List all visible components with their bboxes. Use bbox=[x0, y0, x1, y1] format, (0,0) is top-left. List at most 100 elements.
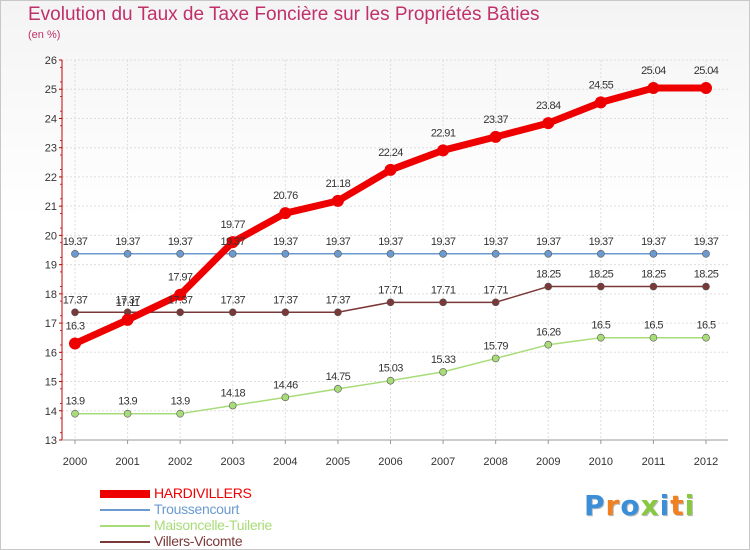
data-label-hardivillers: 22.24 bbox=[378, 147, 403, 159]
x-tick-label: 2009 bbox=[536, 456, 560, 468]
data-point-villers-vicomte bbox=[649, 282, 658, 291]
y-tick-label: 16 bbox=[45, 347, 57, 359]
data-point-troussencourt bbox=[123, 250, 132, 258]
data-point-troussencourt bbox=[491, 250, 500, 258]
data-label-troussencourt: 19.37 bbox=[694, 236, 719, 248]
data-label-hardivillers: 23.84 bbox=[536, 100, 561, 112]
x-tick-label: 2006 bbox=[378, 456, 402, 468]
data-point-villers-vicomte bbox=[544, 282, 553, 291]
data-label-hardivillers: 16.3 bbox=[65, 321, 84, 333]
data-label-villers-vicomte: 18.25 bbox=[641, 269, 666, 281]
data-label-maisoncelle-tuilerie: 16.5 bbox=[696, 320, 715, 332]
grid bbox=[62, 59, 728, 441]
data-point-villers-vicomte bbox=[702, 282, 710, 291]
chart-title: Evolution du Taux de Taxe Foncière sur l… bbox=[28, 4, 540, 25]
x-tick-label: 2004 bbox=[273, 456, 297, 468]
data-point-villers-vicomte bbox=[281, 308, 290, 317]
data-point-hardivillers bbox=[437, 144, 450, 157]
data-label-villers-vicomte: 17.37 bbox=[220, 294, 245, 306]
y-tick-label: 24 bbox=[45, 113, 57, 125]
data-label-hardivillers: 23.37 bbox=[483, 114, 508, 126]
data-point-maisoncelle-tuilerie bbox=[281, 393, 290, 402]
data-label-maisoncelle-tuilerie: 16.5 bbox=[644, 320, 663, 332]
data-labels: 16.3 17.11 17.97 19.77 20.76 21.18 22.24 22.91 2… bbox=[63, 65, 720, 408]
series bbox=[69, 82, 712, 418]
data-label-troussencourt: 19.37 bbox=[483, 236, 508, 248]
x-tick-label: 2007 bbox=[431, 456, 455, 468]
data-label-villers-vicomte: 18.25 bbox=[589, 269, 614, 281]
data-label-hardivillers: 24.55 bbox=[589, 79, 614, 91]
data-point-hardivillers bbox=[647, 82, 660, 95]
x-tick-label: 2000 bbox=[63, 456, 87, 468]
data-label-hardivillers: 25.04 bbox=[641, 65, 666, 77]
data-point-troussencourt bbox=[228, 250, 237, 258]
data-point-hardivillers bbox=[279, 207, 292, 220]
data-label-villers-vicomte: 17.71 bbox=[378, 284, 403, 296]
legend-label: Maisoncelle-Tuilerie bbox=[154, 517, 272, 533]
data-label-maisoncelle-tuilerie: 15.03 bbox=[378, 363, 403, 375]
data-label-hardivillers: 22.91 bbox=[431, 127, 456, 139]
data-label-villers-vicomte: 17.37 bbox=[168, 294, 193, 306]
data-point-troussencourt bbox=[439, 250, 447, 258]
data-label-troussencourt: 19.37 bbox=[431, 236, 456, 248]
data-point-maisoncelle-tuilerie bbox=[491, 354, 500, 363]
data-point-troussencourt bbox=[281, 250, 290, 258]
y-tick-label: 14 bbox=[45, 406, 57, 418]
data-point-hardivillers bbox=[384, 163, 397, 176]
x-tick-label: 2001 bbox=[115, 456, 139, 468]
data-point-hardivillers bbox=[121, 313, 134, 326]
data-label-troussencourt: 19.37 bbox=[115, 236, 140, 248]
data-point-hardivillers bbox=[489, 130, 502, 143]
data-label-maisoncelle-tuilerie: 14.75 bbox=[326, 371, 351, 383]
data-point-hardivillers bbox=[331, 194, 344, 207]
data-label-maisoncelle-tuilerie: 15.79 bbox=[483, 340, 508, 352]
data-label-troussencourt: 19.37 bbox=[641, 236, 666, 248]
y-tick-label: 13 bbox=[45, 435, 57, 447]
data-point-maisoncelle-tuilerie bbox=[334, 385, 342, 393]
data-point-maisoncelle-tuilerie bbox=[176, 409, 184, 418]
data-point-troussencourt bbox=[544, 250, 553, 258]
data-label-hardivillers: 19.77 bbox=[220, 219, 245, 231]
data-point-villers-vicomte bbox=[176, 308, 184, 317]
data-label-maisoncelle-tuilerie: 15.33 bbox=[431, 354, 456, 366]
y-tick-label: 20 bbox=[45, 230, 57, 242]
data-point-hardivillers bbox=[542, 117, 555, 130]
legend-swatch bbox=[100, 490, 150, 498]
x-tick-label: 2011 bbox=[642, 456, 666, 468]
data-label-villers-vicomte: 17.37 bbox=[63, 294, 88, 306]
x-tick-label: 2005 bbox=[326, 456, 350, 468]
data-label-troussencourt: 19.37 bbox=[63, 236, 88, 248]
x-tick-label: 2002 bbox=[168, 456, 192, 468]
y-tick-label: 21 bbox=[45, 201, 57, 213]
x-tick-label: 2008 bbox=[483, 456, 507, 468]
data-label-villers-vicomte: 17.71 bbox=[431, 284, 456, 296]
data-point-hardivillers bbox=[226, 236, 239, 249]
data-label-maisoncelle-tuilerie: 16.26 bbox=[536, 327, 561, 339]
data-label-troussencourt: 19.37 bbox=[168, 236, 193, 248]
data-point-maisoncelle-tuilerie bbox=[123, 409, 132, 418]
data-label-villers-vicomte: 18.25 bbox=[536, 269, 561, 281]
data-label-villers-vicomte: 17.37 bbox=[115, 294, 140, 306]
data-point-villers-vicomte bbox=[491, 298, 500, 307]
data-point-villers-vicomte bbox=[439, 298, 447, 307]
data-point-maisoncelle-tuilerie bbox=[71, 409, 79, 418]
data-point-villers-vicomte bbox=[386, 298, 395, 307]
y-tick-label: 22 bbox=[45, 172, 57, 184]
data-label-hardivillers: 17.11 bbox=[116, 297, 140, 309]
y-tick-label: 15 bbox=[45, 377, 57, 389]
data-point-troussencourt bbox=[597, 250, 605, 258]
legend-swatch bbox=[100, 525, 150, 527]
data-point-hardivillers bbox=[700, 82, 712, 95]
data-label-troussencourt: 19.37 bbox=[589, 236, 614, 248]
data-label-hardivillers: 21.18 bbox=[326, 178, 351, 190]
data-point-maisoncelle-tuilerie bbox=[544, 340, 553, 349]
data-label-troussencourt: 19.37 bbox=[378, 236, 403, 248]
data-point-villers-vicomte bbox=[597, 282, 605, 291]
data-point-maisoncelle-tuilerie bbox=[386, 376, 395, 385]
data-label-maisoncelle-tuilerie: 13.9 bbox=[171, 396, 190, 408]
data-label-villers-vicomte: 17.37 bbox=[326, 294, 351, 306]
data-point-troussencourt bbox=[71, 250, 79, 258]
data-label-villers-vicomte: 18.25 bbox=[694, 269, 719, 281]
y-tick-label: 19 bbox=[45, 260, 57, 272]
